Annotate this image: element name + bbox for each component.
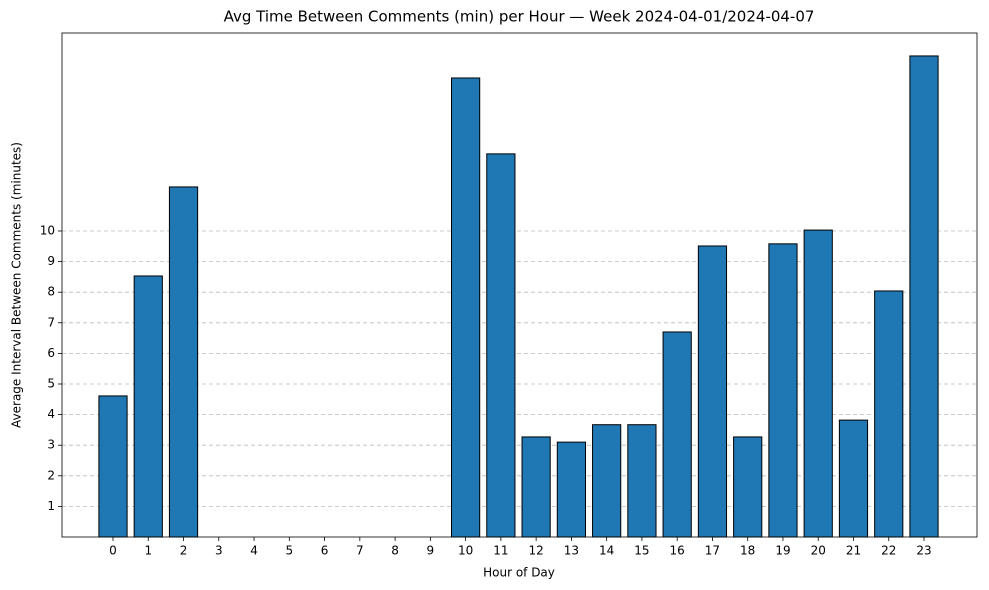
- x-tick-label: 8: [391, 544, 399, 558]
- bar: [627, 424, 657, 538]
- x-tick-label: 11: [493, 544, 508, 558]
- y-tick-label: 9: [47, 254, 55, 268]
- x-tick-label: 18: [740, 544, 755, 558]
- x-tick-label: 23: [916, 544, 931, 558]
- x-tick-label: 1: [144, 544, 152, 558]
- chart-title: Avg Time Between Comments (min) per Hour…: [224, 8, 815, 26]
- x-tick-label: 0: [109, 544, 117, 558]
- x-tick-label: 15: [634, 544, 649, 558]
- bar: [521, 436, 551, 538]
- x-tick-label: 22: [881, 544, 896, 558]
- x-axis-label: Hour of Day: [483, 566, 555, 580]
- bar: [803, 229, 833, 538]
- bar: [909, 55, 939, 538]
- y-tick-label: 1: [47, 499, 55, 513]
- y-tick-label: 5: [47, 376, 55, 390]
- y-tick-label: 7: [47, 315, 55, 329]
- x-tick-label: 2: [180, 544, 188, 558]
- x-tick-label: 10: [458, 544, 473, 558]
- y-tick-label: 6: [47, 346, 55, 360]
- x-tick-label: 12: [528, 544, 543, 558]
- bar: [486, 153, 516, 538]
- x-tick-label: 14: [599, 544, 614, 558]
- x-tick-label: 17: [705, 544, 720, 558]
- x-tick-label: 3: [215, 544, 223, 558]
- bar: [874, 290, 904, 538]
- axes-frame: [61, 32, 978, 538]
- x-tick-label: 7: [356, 544, 364, 558]
- bar: [697, 245, 728, 538]
- bar: [768, 243, 798, 538]
- x-tick-label: 9: [427, 544, 435, 558]
- bar: [592, 424, 622, 538]
- x-tick-label: 13: [564, 544, 579, 558]
- x-tick-label: 19: [775, 544, 790, 558]
- x-tick-label: 20: [811, 544, 826, 558]
- y-axis-label: Average Interval Between Comments (minut…: [10, 142, 24, 428]
- bar: [838, 419, 869, 538]
- x-tick-label: 16: [670, 544, 685, 558]
- bar: [98, 395, 128, 538]
- bar: [662, 331, 692, 538]
- y-tick-label: 8: [47, 285, 55, 299]
- y-tick-label: 10: [40, 223, 55, 237]
- x-tick-label: 4: [250, 544, 258, 558]
- bar: [451, 77, 481, 538]
- bar: [168, 186, 199, 538]
- y-tick-label: 3: [47, 438, 55, 452]
- x-tick-label: 5: [285, 544, 293, 558]
- y-tick-label: 2: [47, 468, 55, 482]
- bar: [556, 441, 586, 538]
- y-tick-label: 4: [47, 407, 55, 421]
- x-tick-label: 21: [846, 544, 861, 558]
- x-tick-label: 6: [321, 544, 329, 558]
- bar: [733, 436, 763, 538]
- bar: [133, 275, 163, 538]
